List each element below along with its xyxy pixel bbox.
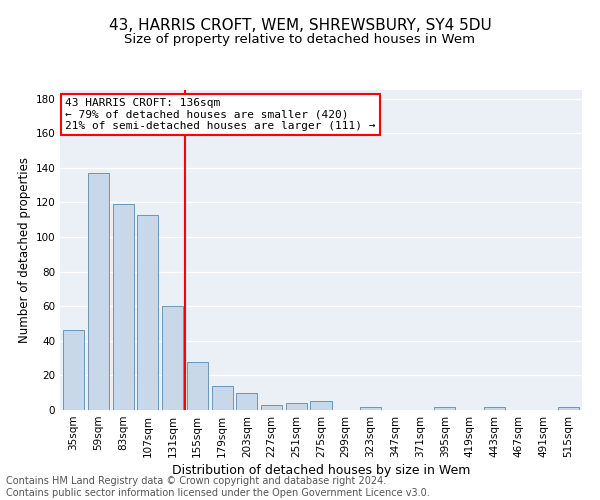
Bar	[310, 402, 332, 410]
Y-axis label: Number of detached properties: Number of detached properties	[18, 157, 31, 343]
Bar	[360, 406, 381, 410]
Text: Size of property relative to detached houses in Wem: Size of property relative to detached ho…	[125, 32, 476, 46]
Bar	[236, 392, 257, 410]
Bar	[286, 403, 307, 410]
X-axis label: Distribution of detached houses by size in Wem: Distribution of detached houses by size …	[172, 464, 470, 477]
Text: 43, HARRIS CROFT, WEM, SHREWSBURY, SY4 5DU: 43, HARRIS CROFT, WEM, SHREWSBURY, SY4 5…	[109, 18, 491, 32]
Bar	[261, 405, 282, 410]
Bar	[558, 406, 579, 410]
Bar	[63, 330, 84, 410]
Bar	[113, 204, 134, 410]
Bar	[484, 406, 505, 410]
Bar	[88, 173, 109, 410]
Bar	[162, 306, 183, 410]
Bar	[212, 386, 233, 410]
Bar	[434, 406, 455, 410]
Text: Contains HM Land Registry data © Crown copyright and database right 2024.
Contai: Contains HM Land Registry data © Crown c…	[6, 476, 430, 498]
Text: 43 HARRIS CROFT: 136sqm
← 79% of detached houses are smaller (420)
21% of semi-d: 43 HARRIS CROFT: 136sqm ← 79% of detache…	[65, 98, 376, 131]
Bar	[137, 214, 158, 410]
Bar	[187, 362, 208, 410]
